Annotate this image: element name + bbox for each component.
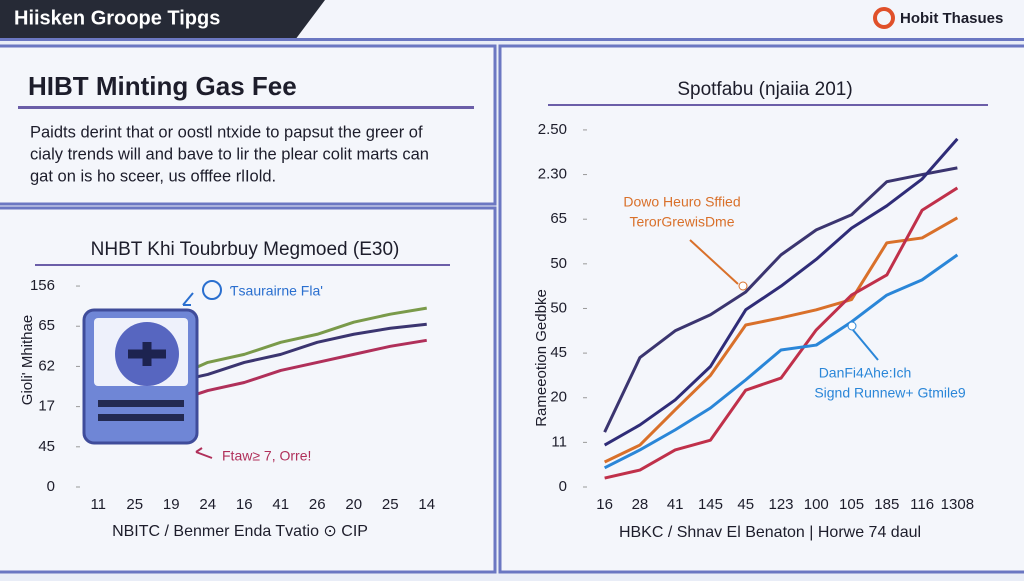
marker — [847, 321, 857, 331]
annotation: TerorGrewisDme — [629, 214, 734, 230]
y-tick-label: 17 — [38, 398, 55, 415]
y-tick-label: 0 — [47, 478, 55, 495]
x-tick-label: 19 — [163, 496, 180, 513]
brand-logo — [873, 7, 895, 29]
paragraph-line: cialy trends will and bave to lir the pl… — [30, 145, 429, 163]
arrow — [195, 447, 213, 459]
x-tick-label: 116 — [910, 496, 934, 513]
y-tick-label: 65 — [550, 210, 567, 227]
plot: 0 45 17 62 65 156 11 25 19 24 16 41 26 20 25 14 — [30, 277, 435, 513]
arrow — [182, 292, 194, 306]
x-tick-label: 24 — [199, 496, 216, 513]
x-tick-label: 25 — [126, 496, 143, 513]
title-rule — [18, 106, 474, 109]
y-axis-label: Rameeotion Gedbke — [533, 289, 550, 427]
title-rule — [548, 104, 988, 106]
x-tick-label: 14 — [418, 496, 435, 513]
y-tick-label: 45 — [38, 438, 55, 455]
x-tick-label: 20 — [345, 496, 362, 513]
y-tick-label: 50 — [550, 255, 567, 272]
paragraph-line: gat on is ho sceer, us offfee rlIold. — [30, 167, 276, 185]
x-tick-label: 185 — [874, 496, 899, 513]
x-tick-label: 41 — [667, 496, 684, 513]
annotation-icon — [202, 280, 222, 300]
right-chart-panel — [498, 44, 1024, 574]
y-axis-label: Gioli' Mhithae — [19, 315, 36, 405]
series-line — [603, 166, 958, 433]
x-tick-label: 26 — [309, 496, 326, 513]
series-line — [603, 137, 959, 447]
y-tick-label: 45 — [550, 344, 567, 361]
y-tick-label: 50 — [550, 299, 567, 316]
x-tick-label: 16 — [236, 496, 253, 513]
x-tick-label: 16 — [596, 496, 613, 513]
card-glyph — [128, 342, 166, 366]
annotation: Ftaw≥ 7, Orre! — [222, 448, 311, 464]
x-tick-label: 28 — [632, 496, 649, 513]
x-axis-label: NBITC / Benmer Enda Tvatio ⊙ CIP — [112, 523, 368, 540]
plot: 0 11 20 45 50 50 65 2.30 2.50 16 28 41 145 45 123 100 10… — [538, 121, 974, 513]
x-tick-label: 105 — [839, 496, 864, 513]
header-rule — [0, 38, 1024, 41]
annotation: DanFi4Ahe:Ich — [819, 365, 912, 381]
x-tick-label: 11 — [90, 496, 106, 513]
y-tick-label: 20 — [550, 389, 567, 406]
x-axis-label: HBKC / Shnav El Benaton | Horwe 74 daul — [619, 524, 921, 541]
y-tick-label: 11 — [551, 433, 567, 450]
chart-title: NHBT Khi Toubrbuy Megmoed (E30) — [91, 239, 400, 260]
y-tick-label: 65 — [38, 317, 55, 334]
feature-card — [82, 308, 199, 445]
series-line — [604, 186, 959, 480]
y-tick-label: 0 — [559, 478, 567, 495]
card-bar — [98, 414, 184, 421]
y-tick-label: 156 — [30, 277, 55, 294]
annotation: Dowo Heuro Sffied — [623, 194, 740, 210]
annotation: Ƭsaurairne Fla' — [230, 283, 323, 299]
series-line — [603, 216, 959, 464]
info-panel — [0, 44, 497, 206]
arrow — [689, 239, 739, 285]
series-line — [603, 253, 959, 470]
x-tick-label: 41 — [272, 496, 289, 513]
y-tick-label: 62 — [38, 357, 55, 374]
chart-title: Spotfabu (njaiia 201) — [677, 79, 852, 100]
x-tick-label: 123 — [768, 496, 793, 513]
paragraph-line: Paidts derint that or oostl ntxide to pa… — [30, 123, 423, 141]
x-tick-label: 145 — [698, 496, 723, 513]
left-chart-panel — [0, 206, 497, 574]
brand-name: Hobit Thasues — [900, 10, 1003, 27]
title-rule — [35, 264, 450, 266]
panel-title: HIBT Minting Gas Fee — [28, 71, 297, 101]
y-tick-label: 2.30 — [538, 166, 567, 183]
annotation: Signd Runnew+ Gtmile9 — [814, 385, 966, 401]
x-tick-label: 1308 — [941, 496, 974, 513]
x-tick-label: 100 — [804, 496, 829, 513]
arrow — [852, 329, 879, 361]
header-title: Hiisken Groope Tipgs — [14, 7, 220, 29]
header-band — [0, 0, 325, 40]
card-bar — [98, 400, 184, 407]
x-tick-label: 25 — [382, 496, 399, 513]
y-tick-label: 2.50 — [538, 121, 567, 138]
marker — [738, 281, 748, 291]
x-tick-label: 45 — [737, 496, 754, 513]
